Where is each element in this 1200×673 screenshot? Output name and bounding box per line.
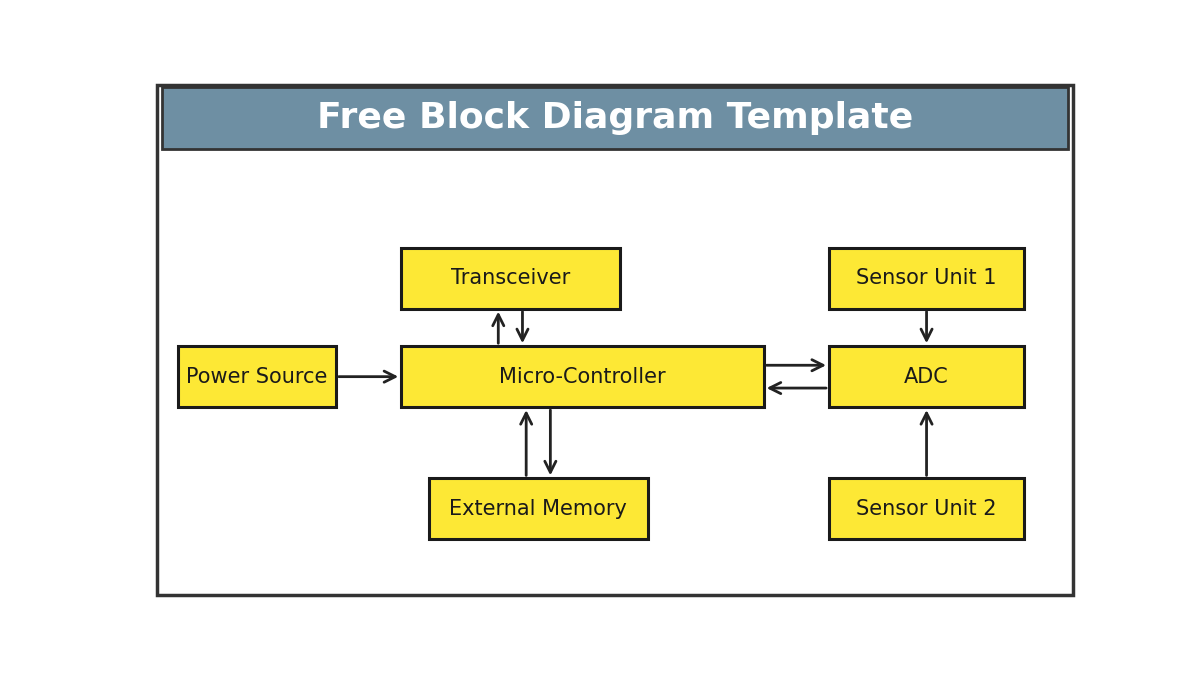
FancyBboxPatch shape <box>162 87 1068 149</box>
Text: Micro-Controller: Micro-Controller <box>499 367 666 387</box>
Text: External Memory: External Memory <box>449 499 628 519</box>
FancyBboxPatch shape <box>829 346 1024 407</box>
Text: Sensor Unit 2: Sensor Unit 2 <box>857 499 997 519</box>
FancyBboxPatch shape <box>829 479 1024 539</box>
Text: Transceiver: Transceiver <box>451 269 570 288</box>
FancyBboxPatch shape <box>401 248 619 309</box>
Text: Power Source: Power Source <box>186 367 328 387</box>
FancyBboxPatch shape <box>401 346 764 407</box>
Text: ADC: ADC <box>904 367 949 387</box>
Text: Sensor Unit 1: Sensor Unit 1 <box>857 269 997 288</box>
FancyBboxPatch shape <box>178 346 336 407</box>
Text: Free Block Diagram Template: Free Block Diagram Template <box>317 101 913 135</box>
FancyBboxPatch shape <box>829 248 1024 309</box>
FancyBboxPatch shape <box>430 479 648 539</box>
